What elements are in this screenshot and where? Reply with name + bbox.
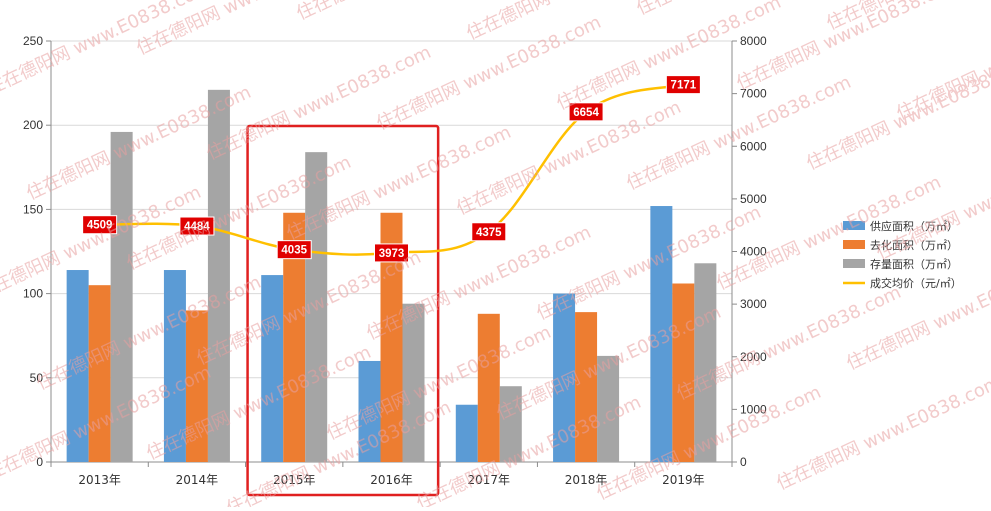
x-tick-label: 2014年 [176, 473, 219, 487]
y-right-tick-label: 6000 [740, 139, 767, 153]
y-left-tick-label: 200 [23, 118, 43, 132]
data-label: 7171 [671, 80, 697, 92]
y-right-tick-label: 8000 [740, 34, 767, 48]
y-right-tick-label: 2000 [740, 350, 767, 364]
x-tick-label: 2013年 [78, 473, 121, 487]
data-label: 4375 [476, 227, 502, 239]
watermark-text: 住在德阳网 www.E0838.com [623, 72, 854, 195]
bar [553, 293, 576, 462]
data-label-bg [665, 75, 701, 95]
bar [380, 212, 403, 462]
legend-swatch [843, 221, 865, 230]
data-label-bg [568, 102, 604, 122]
x-tick-label: 2017年 [468, 473, 511, 487]
data-label: 4035 [281, 245, 307, 257]
y-right-tick-label: 7000 [740, 87, 767, 101]
data-label: 3973 [379, 248, 405, 260]
data-label-bg [471, 222, 507, 242]
y-right-tick-label: 5000 [740, 192, 767, 206]
bar [110, 131, 133, 462]
bar [499, 386, 522, 462]
data-label-bg [276, 240, 312, 260]
data-label: 4484 [184, 221, 210, 233]
bar [66, 270, 89, 462]
y-right-tick-label: 0 [740, 455, 747, 469]
x-tick-label: 2016年 [370, 473, 413, 487]
y-left-tick-label: 250 [23, 34, 43, 48]
watermark-text: 住在德阳网 www.E0838.com [0, 0, 214, 100]
legend-swatch [843, 259, 865, 268]
watermark-text: 住在德阳网 www.E0838.com [533, 202, 764, 325]
bar [477, 313, 500, 462]
y-left-tick-label: 100 [23, 287, 43, 301]
data-label-bg [374, 243, 409, 263]
legend-label: 去化面积（万㎡） [870, 238, 958, 252]
data-label: 6654 [573, 107, 599, 119]
bar [650, 206, 673, 462]
bar [163, 270, 186, 462]
bar [185, 310, 208, 462]
legend-swatch [843, 240, 865, 249]
bar [207, 89, 230, 462]
highlight-box [246, 124, 440, 497]
x-tick-label: 2015年 [273, 473, 316, 487]
legend-label: 供应面积（万㎡） [870, 219, 958, 233]
bar [597, 355, 620, 462]
bar [694, 263, 717, 462]
legend-label: 存量面积（万㎡） [870, 257, 958, 271]
bar [455, 404, 478, 462]
bar [358, 360, 381, 462]
x-tick-label: 2018年 [565, 473, 608, 487]
y-left-tick-label: 150 [23, 202, 43, 216]
data-label: 4509 [87, 220, 113, 232]
data-label-bg [179, 216, 215, 236]
x-tick-label: 2019年 [662, 473, 705, 487]
y-left-tick-label: 50 [30, 371, 44, 385]
bar [283, 212, 306, 462]
y-right-tick-label: 3000 [740, 297, 767, 311]
bar [575, 312, 598, 462]
bar [88, 285, 111, 462]
y-right-tick-label: 1000 [740, 402, 767, 416]
data-label-bg [82, 215, 118, 235]
bar [305, 152, 328, 463]
y-right-tick-label: 4000 [740, 245, 767, 259]
bar [672, 283, 695, 462]
bar [402, 303, 425, 462]
watermark-text: 住在德阳网 www.E0838.com [803, 52, 991, 175]
y-left-tick-label: 0 [36, 455, 43, 469]
bar [261, 275, 284, 462]
legend-label: 成交均价（元/㎡） [870, 276, 962, 290]
